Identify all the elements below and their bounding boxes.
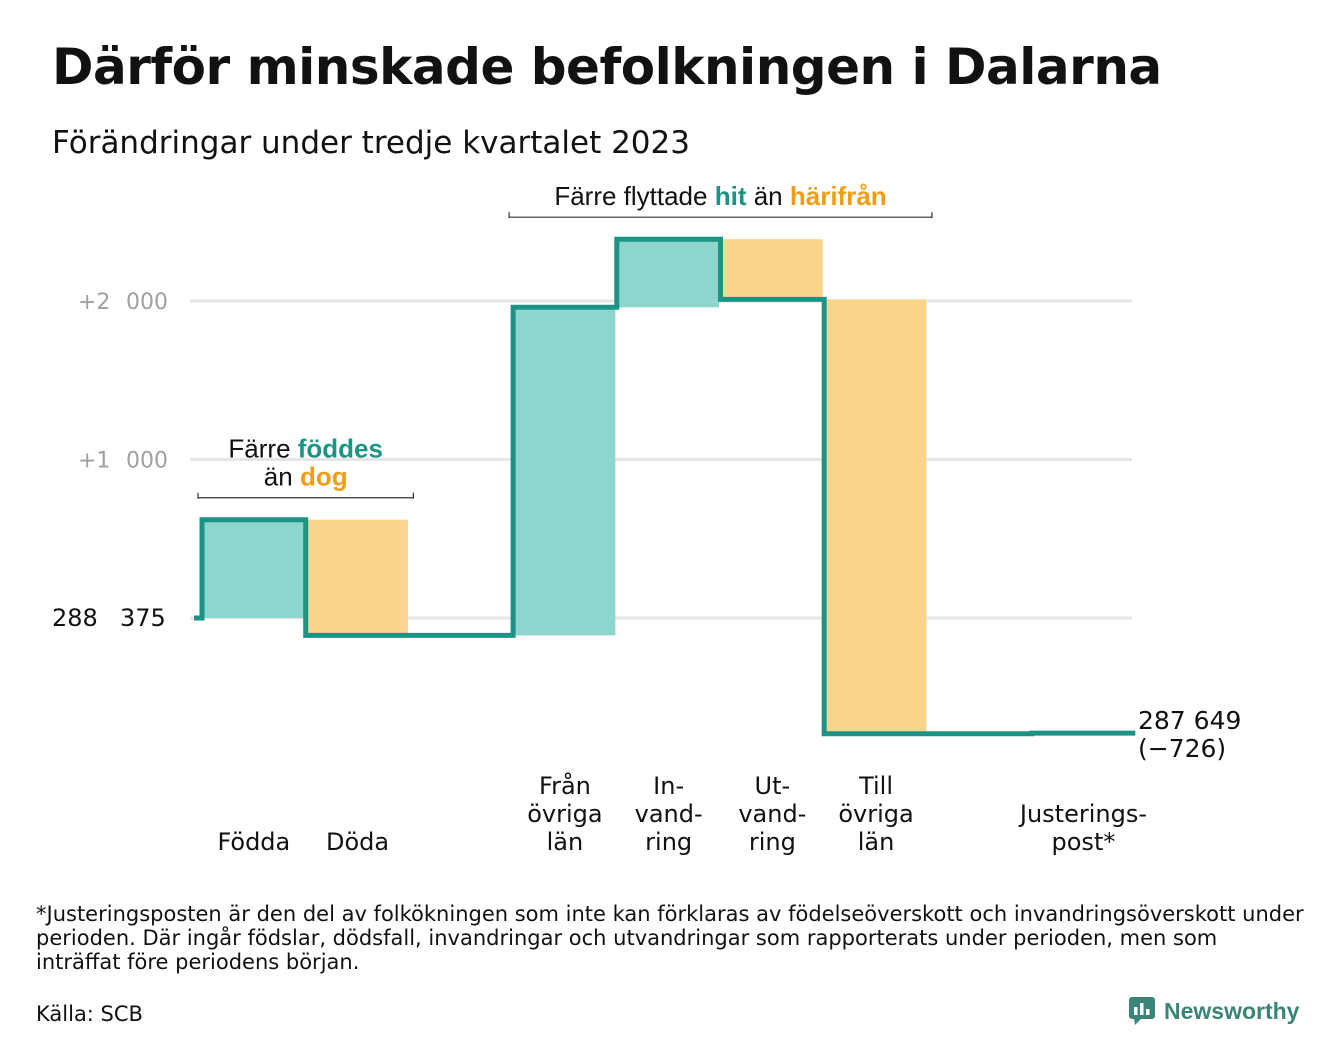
- annotation-text: än dog: [264, 462, 348, 492]
- annotation-segment: Färre flyttade: [554, 181, 714, 211]
- running-total-line: [194, 236, 1136, 737]
- annotation-segment: Färre: [228, 434, 297, 464]
- annotation-segment: hit: [715, 181, 747, 211]
- chart-title: Därför minskade befolkningen i Dalarna: [52, 38, 1162, 96]
- category-label: Från: [539, 771, 591, 800]
- y-tick-label: +1: [78, 449, 110, 474]
- brand-name: Newsworthy: [1164, 997, 1300, 1024]
- source-note: Källa: SCB: [36, 1002, 143, 1026]
- y-tick-label: 000: [126, 449, 168, 474]
- y-tick-label: +2: [78, 290, 110, 315]
- category-label: vand-: [635, 800, 703, 828]
- category-label: ring: [749, 828, 796, 856]
- category-label: post*: [1052, 828, 1116, 856]
- category-label: In-: [653, 772, 684, 800]
- category-label: Födda: [217, 828, 290, 856]
- waterfall-bar: [203, 519, 305, 618]
- annotation-segment: än: [264, 462, 300, 492]
- category-label: Ut-: [755, 772, 791, 800]
- footnote: *Justeringsposten är den del av folkökni…: [36, 902, 1304, 974]
- start-value-label: 375: [120, 604, 166, 632]
- waterfall-bar: [514, 307, 616, 636]
- chart-subtitle: Förändringar under tredje kvartalet 2023: [52, 125, 690, 161]
- category-label: län: [547, 828, 584, 856]
- newsworthy-logo-icon: [1129, 997, 1155, 1025]
- category-label: län: [858, 828, 895, 856]
- category-label: vand-: [738, 800, 806, 828]
- waterfall-bar: [825, 299, 927, 734]
- waterfall-bar: [618, 239, 719, 308]
- annotation-segment: föddes: [298, 434, 383, 464]
- category-label: Döda: [326, 828, 389, 856]
- waterfall-bar: [307, 519, 408, 636]
- annotation-segment: dog: [300, 462, 348, 492]
- y-tick-label: 000: [126, 290, 168, 315]
- brand-logo: Newsworthy: [1128, 996, 1299, 1026]
- end-value-label: 287 649: [1138, 706, 1241, 735]
- start-value-label: 288: [52, 604, 98, 632]
- end-change-label: (−726): [1138, 734, 1226, 763]
- annotation-text: Färre föddes: [228, 434, 383, 464]
- category-label: Till: [858, 772, 893, 800]
- annotation-text: Färre flyttade hit än härifrån: [554, 181, 886, 211]
- category-label: övriga: [527, 800, 602, 828]
- category-label: övriga: [838, 800, 913, 828]
- category-label: Justerings-: [1018, 800, 1147, 828]
- category-label: ring: [645, 828, 692, 856]
- annotation-segment: än: [746, 181, 789, 211]
- annotation-segment: härifrån: [790, 181, 887, 211]
- waterfall-bar: [722, 239, 823, 300]
